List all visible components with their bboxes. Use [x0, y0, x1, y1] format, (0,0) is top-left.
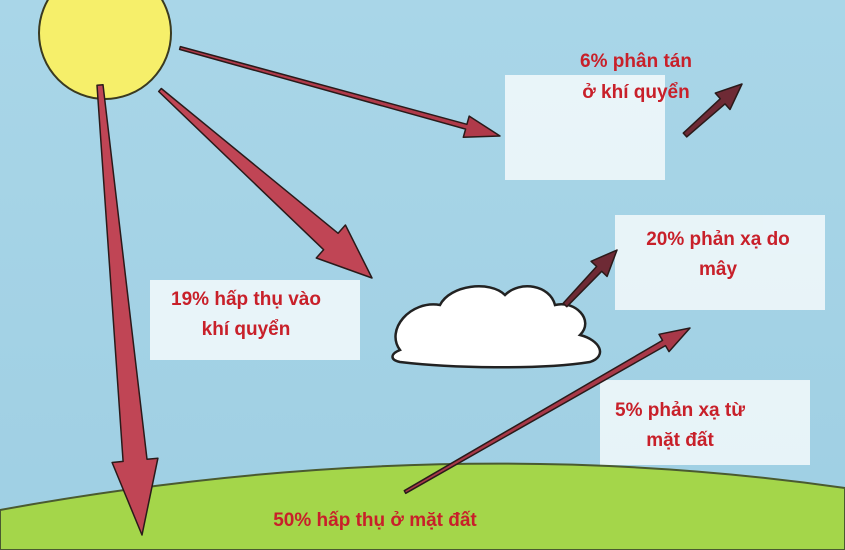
label-line: khí quyển — [202, 319, 291, 340]
label-box — [600, 380, 810, 465]
label-line: ở khí quyển — [582, 82, 689, 103]
label-line: 5% phản xạ từ — [615, 400, 745, 421]
energy-diagram: 6% phân tán ở khí quyển 20% phản xạ do m… — [0, 0, 845, 550]
label-line: 20% phản xạ do — [646, 229, 790, 250]
label-line: mây — [699, 259, 737, 280]
label-line: mặt đất — [646, 430, 714, 451]
label-line: 6% phân tán — [580, 51, 692, 72]
label-line: 50% hấp thụ ở mặt đất — [273, 510, 477, 531]
label-line: 19% hấp thụ vào — [171, 289, 321, 310]
